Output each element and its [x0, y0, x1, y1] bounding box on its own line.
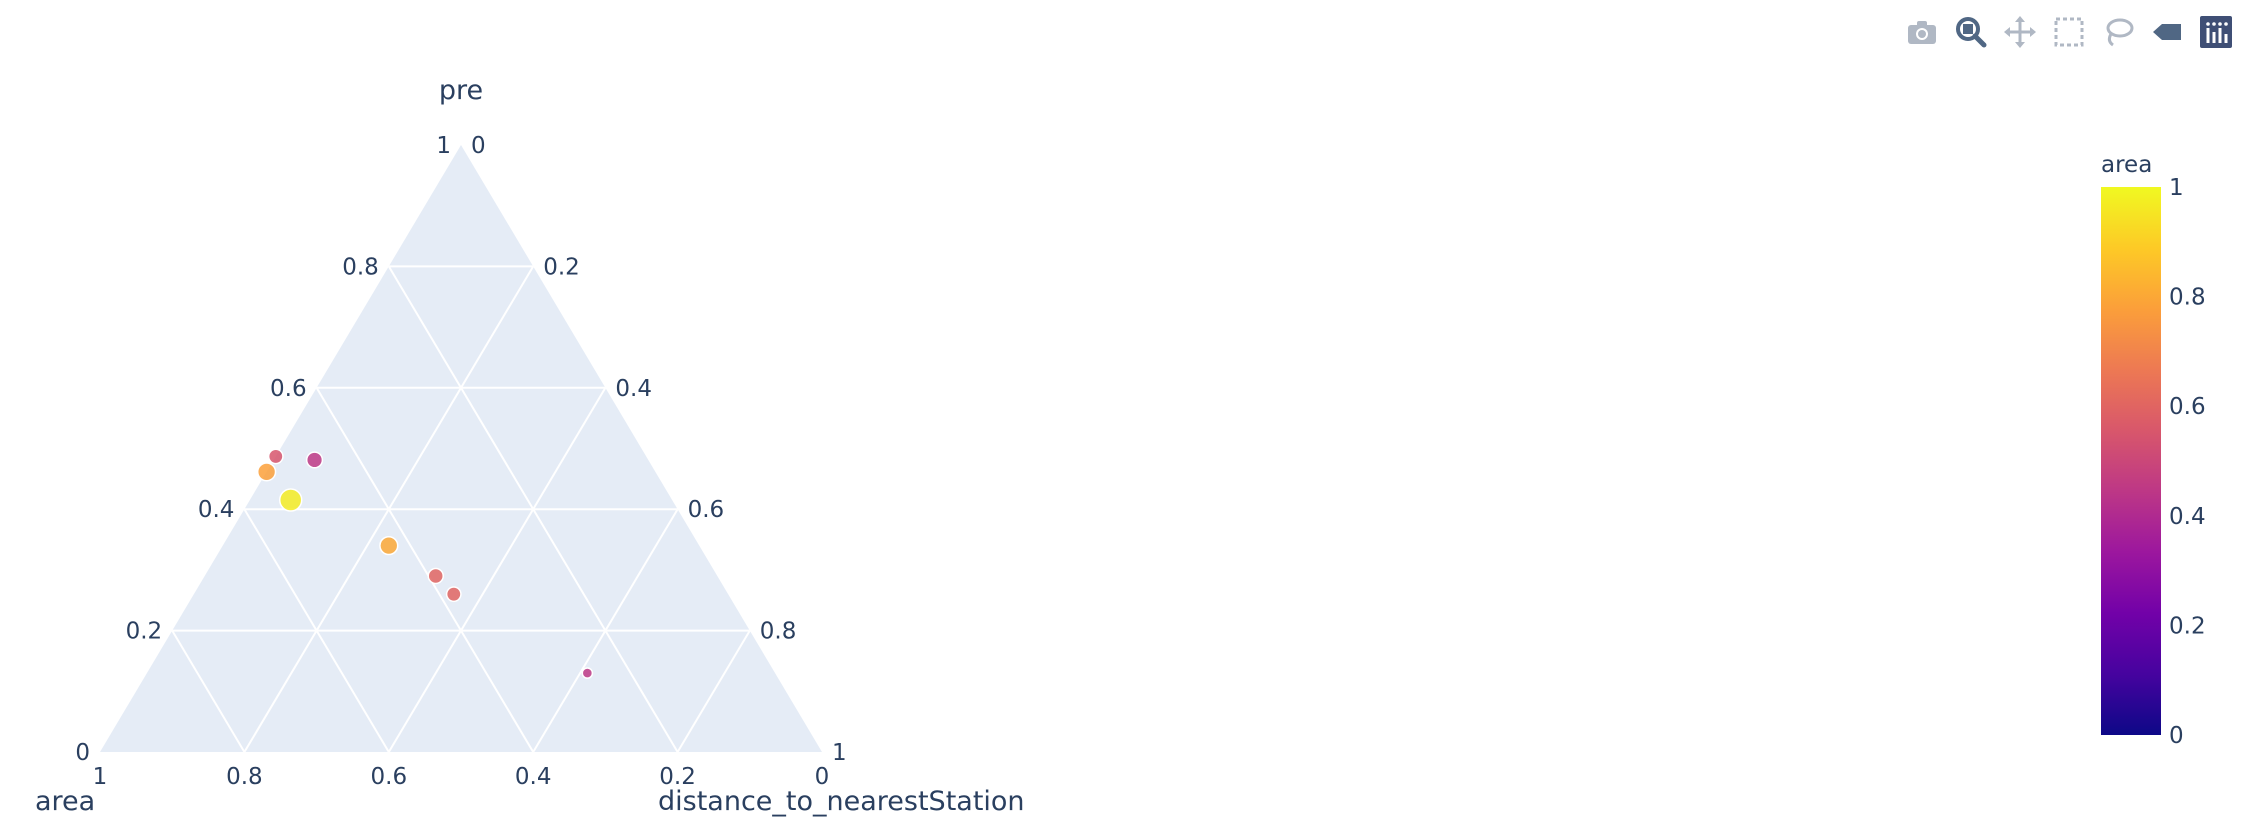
pan-icon [2003, 15, 2037, 49]
grid-line-c [387, 387, 607, 753]
lasso-icon [2101, 15, 2135, 49]
colorbar-tick-label: 0.8 [2169, 285, 2206, 311]
a-axis-title: pre [439, 75, 483, 106]
b-tick-label: 0.8 [226, 764, 263, 790]
colorbar-title: area [2101, 152, 2152, 178]
a-tick-label: 0.2 [126, 619, 163, 645]
colorbar-tick-label: 0.4 [2169, 504, 2206, 530]
b-tick-label: 0.2 [659, 764, 696, 790]
c-tick-label: 0 [471, 133, 486, 159]
data-point[interactable] [379, 535, 399, 556]
colorbar-tick-label: 0 [2169, 723, 2184, 749]
reset-button[interactable] [2142, 12, 2191, 52]
reset-icon [2150, 15, 2184, 49]
c-tick-label: 0.2 [543, 254, 580, 280]
ternary-background [100, 145, 822, 752]
grid-line-c [532, 508, 679, 753]
grid-line-c [676, 630, 751, 753]
c-tick-label: 1 [832, 740, 847, 766]
colorbar-tick-label: 0.2 [2169, 613, 2206, 639]
lasso-button[interactable] [2093, 12, 2142, 52]
colorbar [2101, 187, 2161, 735]
data-point[interactable] [256, 462, 277, 482]
zoom-icon [1954, 15, 1988, 49]
c-tick-label: 0.6 [688, 497, 725, 523]
c-axis-title: distance_to_nearestStation [658, 786, 1025, 817]
modebar [1897, 12, 2240, 52]
data-point[interactable] [581, 667, 594, 679]
grid-line-b [171, 630, 246, 753]
a-tick-label: 0 [75, 740, 90, 766]
scatter-points [256, 448, 594, 679]
b-tick-label: 0.6 [371, 764, 408, 790]
a-tick-label: 0.4 [198, 497, 235, 523]
data-point[interactable] [305, 451, 324, 469]
box-select-icon [2052, 15, 2086, 49]
ternary-grid [171, 265, 751, 753]
colorbar-tick-label: 0.6 [2169, 394, 2206, 420]
plotly-logo-icon [2199, 15, 2233, 49]
grid-line-b [243, 508, 390, 753]
box-select-button[interactable] [2044, 12, 2093, 52]
b-tick-label: 0.4 [515, 764, 552, 790]
c-tick-label: 0.4 [615, 376, 652, 402]
colorbar-tick-label: 1 [2169, 175, 2184, 201]
data-point[interactable] [445, 586, 462, 603]
zoom-button[interactable] [1946, 12, 1995, 52]
pan-button[interactable] [1995, 12, 2044, 52]
data-point[interactable] [267, 448, 284, 465]
b-tick-label: 0 [815, 764, 830, 790]
b-axis-title: area [35, 786, 95, 817]
c-tick-label: 0.8 [760, 619, 797, 645]
camera-icon [1905, 15, 1939, 49]
data-point[interactable] [427, 567, 444, 585]
colorbar-ticks: 0 0.2 0.4 0.6 0.8 1 [2169, 175, 2206, 749]
a-axis-ticks: 0 0.2 0.4 0.6 0.8 1 [75, 133, 451, 766]
a-tick-label: 0.8 [342, 254, 379, 280]
a-tick-label: 0.6 [270, 376, 307, 402]
c-axis-ticks: 0 0.2 0.4 0.6 0.8 1 [471, 133, 847, 766]
b-tick-label: 1 [93, 764, 108, 790]
b-axis-ticks: 0 0.2 0.4 0.6 0.8 1 [93, 764, 830, 790]
camera-button[interactable] [1897, 12, 1946, 52]
data-point[interactable] [278, 488, 303, 512]
a-tick-label: 1 [436, 133, 451, 159]
plotly-logo-button[interactable] [2191, 12, 2240, 52]
grid-line-b [315, 387, 535, 753]
